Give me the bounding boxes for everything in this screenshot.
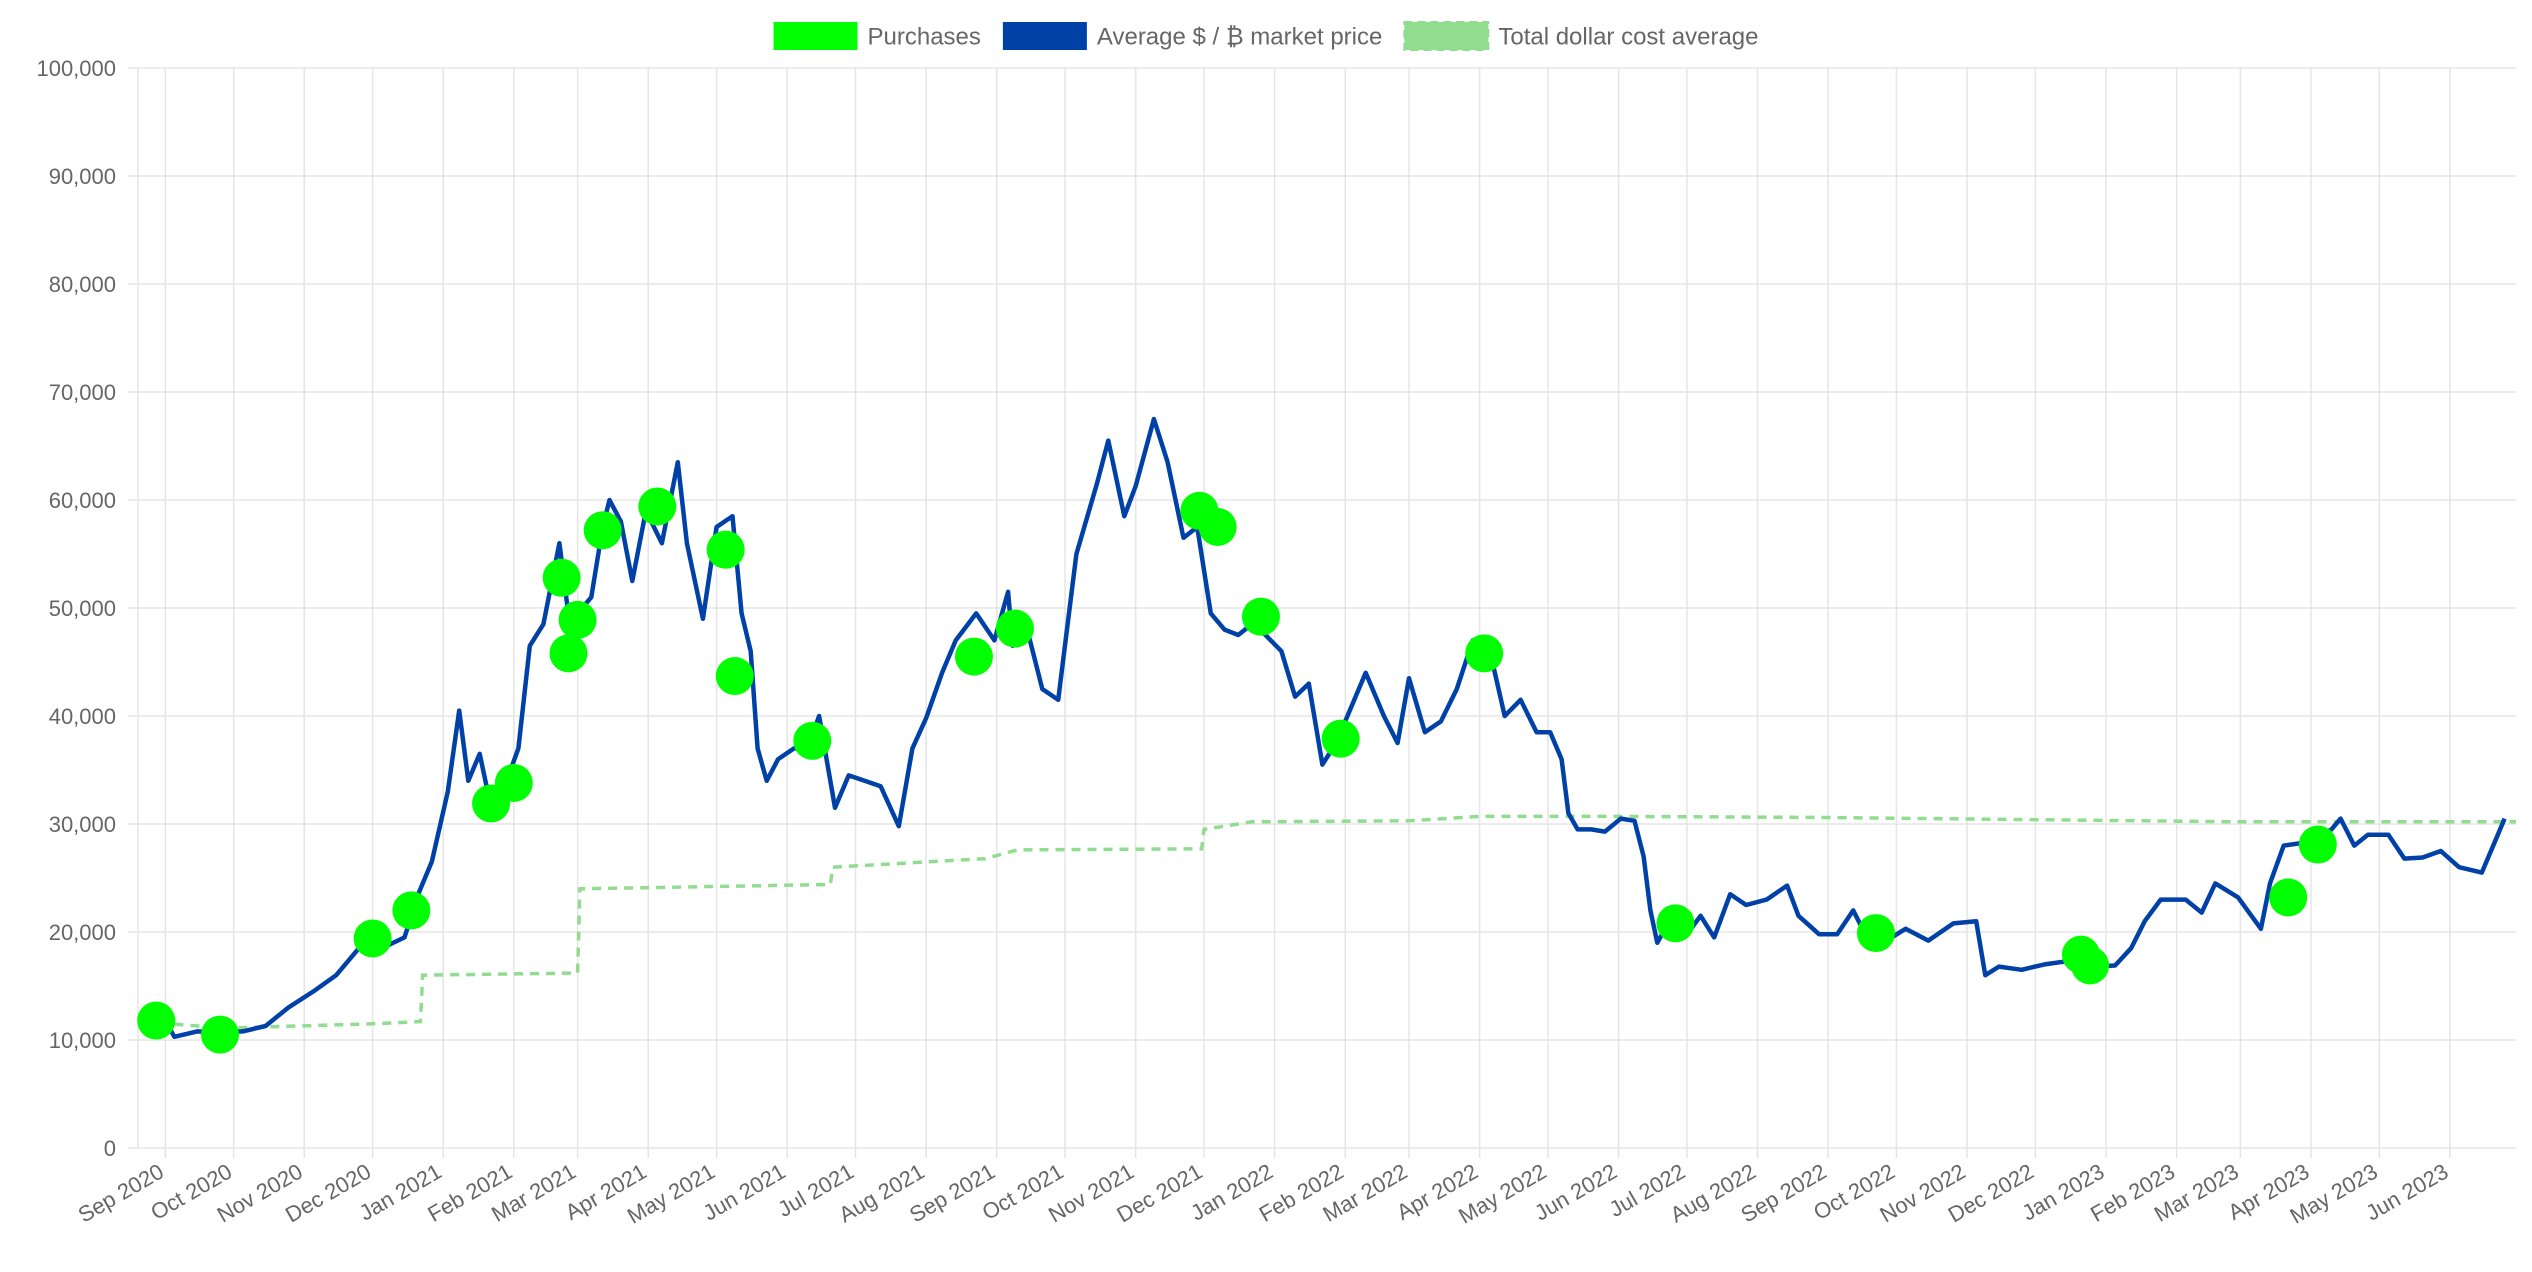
legend-item-dca[interactable]: Total dollar cost average: [1403, 21, 1759, 51]
purchase-point[interactable]: [392, 891, 431, 930]
purchase-point[interactable]: [1321, 719, 1360, 758]
purchase-point[interactable]: [2298, 825, 2337, 864]
series-purchases[interactable]: [137, 487, 2337, 1054]
purchase-point[interactable]: [954, 637, 993, 676]
legend-label: Total dollar cost average: [1498, 23, 1758, 50]
legend-swatch: [1002, 22, 1087, 50]
series-total-dollar-cost-average: [142, 814, 2516, 1030]
purchase-point[interactable]: [715, 657, 754, 696]
purchase-point[interactable]: [1656, 904, 1695, 943]
purchase-point[interactable]: [638, 487, 677, 526]
purchase-point[interactable]: [1465, 634, 1504, 673]
x-tick-label: Jun 2021: [699, 1159, 790, 1226]
purchase-point[interactable]: [2269, 878, 2308, 917]
y-tick-label: 90,000: [49, 164, 116, 189]
y-tick-label: 50,000: [49, 596, 116, 621]
legend-item-market[interactable]: Average $ / ₿ market price: [1002, 22, 1382, 50]
y-tick-label: 70,000: [49, 380, 116, 405]
purchase-point[interactable]: [542, 558, 581, 597]
y-tick-label: 80,000: [49, 272, 116, 297]
y-tick-label: 30,000: [49, 812, 116, 837]
y-tick-label: 20,000: [49, 920, 116, 945]
y-tick-label: 10,000: [49, 1028, 116, 1053]
x-tick-label: Jun 2023: [2362, 1159, 2453, 1226]
legend-label: Purchases: [868, 23, 981, 50]
legend-label: Average $ / ₿ market price: [1097, 23, 1382, 50]
legend: Purchases Average $ / ₿ market price Total…: [773, 21, 1759, 51]
purchase-point[interactable]: [137, 1001, 176, 1040]
purchase-point[interactable]: [201, 1015, 239, 1054]
purchase-point[interactable]: [995, 609, 1034, 648]
purchase-point[interactable]: [558, 600, 597, 639]
purchase-point[interactable]: [494, 763, 533, 802]
purchase-point[interactable]: [353, 919, 392, 958]
legend-swatch: [773, 22, 858, 50]
grid: [128, 67, 2516, 1158]
legend-swatch-dashed: [1403, 21, 1490, 51]
y-tick-label: 60,000: [49, 488, 116, 513]
purchase-point[interactable]: [793, 721, 832, 760]
y-tick-label: 40,000: [49, 704, 116, 729]
purchase-point[interactable]: [549, 634, 588, 673]
purchase-point[interactable]: [1241, 597, 1280, 636]
purchase-point[interactable]: [1856, 914, 1895, 953]
y-tick-label: 0: [104, 1136, 116, 1161]
purchase-point[interactable]: [1198, 508, 1237, 546]
x-tick-label: Jun 2022: [1530, 1159, 1621, 1226]
dca-line: [142, 814, 2516, 1030]
market-price-line: [142, 416, 2507, 1040]
purchase-point[interactable]: [583, 511, 622, 550]
y-tick-label: 100,000: [36, 56, 116, 81]
purchase-point[interactable]: [706, 530, 745, 569]
y-axis: 0 10,000 20,000 30,000 40,000 50,000 60,000 70,…: [36, 56, 116, 1161]
purchase-point[interactable]: [2071, 946, 2110, 985]
legend-item-purchases[interactable]: Purchases: [773, 22, 981, 50]
series-market-price: [142, 416, 2507, 1040]
